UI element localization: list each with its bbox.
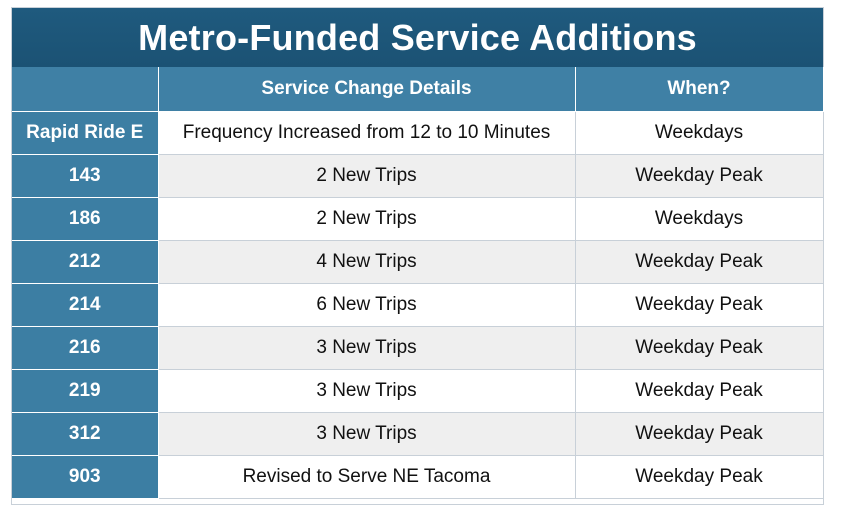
when-cell: Weekdays <box>575 197 824 241</box>
table-row: 219 3 New Trips Weekday Peak <box>12 369 824 413</box>
header-when: When? <box>575 67 824 112</box>
details-cell: 3 New Trips <box>158 326 576 370</box>
route-cell: 212 <box>12 240 159 284</box>
service-grid: Service Change Details When? Rapid Ride … <box>12 67 824 499</box>
details-cell: 2 New Trips <box>158 154 576 198</box>
when-cell: Weekday Peak <box>575 326 824 370</box>
when-cell: Weekday Peak <box>575 240 824 284</box>
route-cell: 214 <box>12 283 159 327</box>
service-additions-table: Metro-Funded Service Additions Service C… <box>11 7 824 505</box>
when-cell: Weekday Peak <box>575 455 824 499</box>
route-cell: Rapid Ride E <box>12 111 159 155</box>
route-cell: 219 <box>12 369 159 413</box>
table-row: 216 3 New Trips Weekday Peak <box>12 326 824 370</box>
table-row: 312 3 New Trips Weekday Peak <box>12 412 824 456</box>
when-cell: Weekday Peak <box>575 369 824 413</box>
when-cell: Weekdays <box>575 111 824 155</box>
when-cell: Weekday Peak <box>575 154 824 198</box>
table-title: Metro-Funded Service Additions <box>12 8 823 67</box>
table-row: 143 2 New Trips Weekday Peak <box>12 154 824 198</box>
table-row: Rapid Ride E Frequency Increased from 12… <box>12 111 824 155</box>
route-cell: 312 <box>12 412 159 456</box>
details-cell: 6 New Trips <box>158 283 576 327</box>
table-row: 214 6 New Trips Weekday Peak <box>12 283 824 327</box>
route-cell: 903 <box>12 455 159 499</box>
when-cell: Weekday Peak <box>575 283 824 327</box>
details-cell: Revised to Serve NE Tacoma <box>158 455 576 499</box>
route-cell: 186 <box>12 197 159 241</box>
table-row: 903 Revised to Serve NE Tacoma Weekday P… <box>12 455 824 499</box>
table-row: 212 4 New Trips Weekday Peak <box>12 240 824 284</box>
when-cell: Weekday Peak <box>575 412 824 456</box>
details-cell: Frequency Increased from 12 to 10 Minute… <box>158 111 576 155</box>
table-row: 186 2 New Trips Weekdays <box>12 197 824 241</box>
route-cell: 143 <box>12 154 159 198</box>
details-cell: 2 New Trips <box>158 197 576 241</box>
header-row: Service Change Details When? <box>12 67 824 112</box>
header-corner <box>12 67 159 112</box>
details-cell: 3 New Trips <box>158 369 576 413</box>
details-cell: 3 New Trips <box>158 412 576 456</box>
details-cell: 4 New Trips <box>158 240 576 284</box>
route-cell: 216 <box>12 326 159 370</box>
header-service-change-details: Service Change Details <box>158 67 576 112</box>
